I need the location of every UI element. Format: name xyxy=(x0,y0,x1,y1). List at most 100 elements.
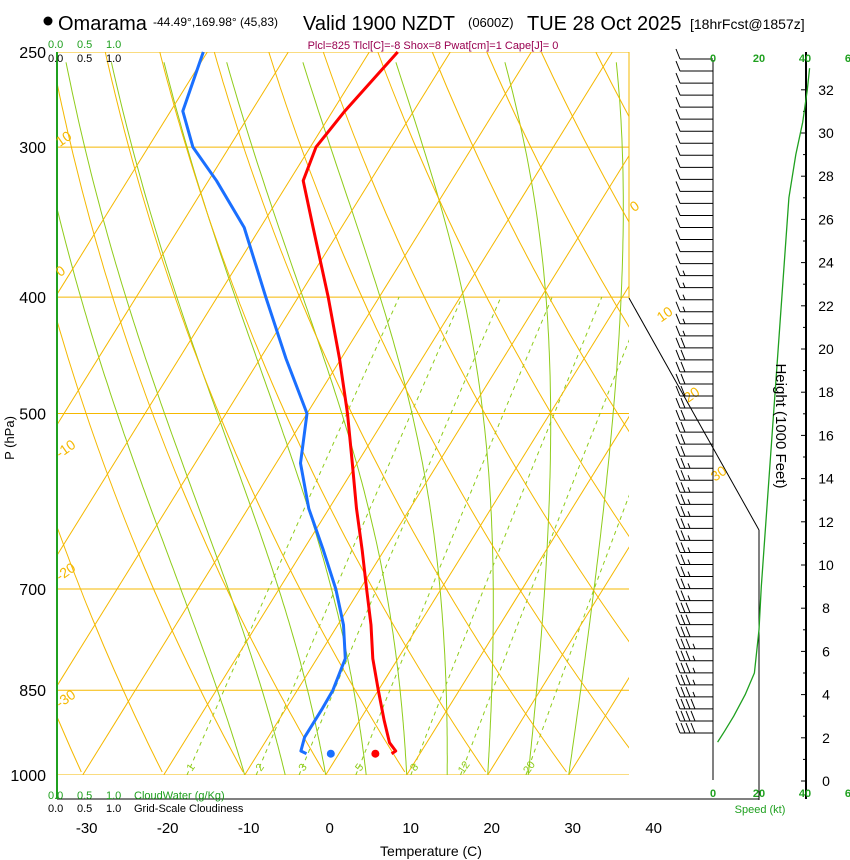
barb-full xyxy=(680,506,686,517)
barb-half xyxy=(682,306,686,312)
barb-full xyxy=(675,397,681,409)
speed-tick-20-top: 20 xyxy=(753,53,765,65)
wind-barb-55 xyxy=(675,710,713,722)
bottom-cloudwater-tick-1: 0.5 xyxy=(77,790,92,802)
wind-barb-33 xyxy=(675,445,713,457)
wind-barb-31 xyxy=(675,421,713,433)
barb-full xyxy=(675,614,681,625)
isotherm-40 xyxy=(650,52,850,775)
wind-barb-2 xyxy=(675,72,713,84)
barb-full xyxy=(675,145,681,156)
dry-adiabat-30 xyxy=(213,52,567,773)
dry-adiabat-lines xyxy=(57,52,629,773)
top-cloudwater-tick-1: 0.5 xyxy=(77,39,92,51)
moist-adiabat-0 xyxy=(110,62,327,775)
barb-half xyxy=(687,547,691,553)
barb-full xyxy=(675,289,681,300)
dry-adiabat-90 xyxy=(540,52,629,223)
speed-axis-title: Speed (kt) xyxy=(735,804,786,816)
barb-full xyxy=(680,397,686,409)
speed-tick-20-bottom: 20 xyxy=(753,788,765,800)
barb-full xyxy=(675,650,681,661)
wind-barb-35 xyxy=(675,470,713,481)
barb-half xyxy=(692,679,696,686)
dry-adiabat-20 xyxy=(159,52,487,773)
barb-full xyxy=(680,421,686,433)
isotherm--70 xyxy=(57,52,208,296)
barb-full xyxy=(680,542,686,553)
barb-full xyxy=(675,494,681,505)
barb-full xyxy=(680,530,686,541)
barb-full xyxy=(675,373,681,385)
barb-full xyxy=(675,554,681,565)
utc-time: (0600Z) xyxy=(468,15,514,30)
barb-half xyxy=(687,463,691,469)
wind-barb-23 xyxy=(675,325,713,337)
barb-full xyxy=(675,229,681,240)
barb-full xyxy=(675,193,681,204)
barb-full xyxy=(675,337,681,349)
barb-full xyxy=(675,205,681,216)
barb-full xyxy=(685,674,691,686)
wind-barb-18 xyxy=(675,265,713,277)
wind-barb-12 xyxy=(675,193,713,204)
wind-barb-37 xyxy=(675,494,713,505)
barb-full xyxy=(675,72,681,84)
station-coords: -44.49°,169.98° (45,83) xyxy=(153,15,278,29)
barb-full xyxy=(680,710,686,722)
barb-full xyxy=(690,698,696,710)
top-cloudwater-tick-2: 1.0 xyxy=(106,39,121,51)
barb-full xyxy=(685,710,691,722)
barb-half xyxy=(687,535,691,541)
dry-adiabat-40 xyxy=(268,52,629,749)
moist-adiabat--5 xyxy=(65,62,286,775)
barb-full xyxy=(675,217,681,228)
stability-indices: Plcl=825 Tlcl[C]=-8 Shox=8 Pwat[cm]=1 Ca… xyxy=(308,40,559,52)
temp-tick-20: 20 xyxy=(483,820,500,837)
speed-tick-40-top: 40 xyxy=(799,53,811,65)
cloudiness-label: Grid-Scale Cloudiness xyxy=(134,803,244,815)
barb-half xyxy=(687,487,691,493)
wind-barb-41 xyxy=(675,542,713,553)
pressure-label-700: 700 xyxy=(19,582,46,599)
barb-full xyxy=(675,169,681,180)
dry-adiabat-70 xyxy=(431,52,629,433)
wind-barb-19 xyxy=(675,277,713,289)
barb-half xyxy=(692,667,696,674)
wind-barb-13 xyxy=(675,205,713,216)
speed-tick-60-top: 60 xyxy=(845,53,850,65)
surface-dewpoint-marker xyxy=(326,749,335,758)
moist-adiabat-30 xyxy=(568,62,624,775)
barb-full xyxy=(680,373,686,385)
isotherm-10 xyxy=(406,415,629,775)
barb-full xyxy=(680,554,686,565)
pressure-label-1000: 1000 xyxy=(10,768,46,785)
temp-tick--20: -20 xyxy=(157,820,179,837)
top-cloudiness-tick-1: 0.5 xyxy=(77,53,92,65)
wind-barb-30 xyxy=(675,409,713,421)
barb-full xyxy=(675,482,681,493)
wind-barb-21 xyxy=(675,301,713,313)
wind-barb-25 xyxy=(675,349,713,361)
barb-half xyxy=(687,511,691,517)
barb-full xyxy=(675,445,681,457)
top-cloudwater-tick-0: 0.0 xyxy=(48,39,63,51)
barb-full xyxy=(685,602,691,613)
barb-full xyxy=(690,710,696,722)
barb-full xyxy=(675,301,681,312)
isotherm-label-6: 10 xyxy=(654,303,676,325)
wind-barb-36 xyxy=(675,482,713,493)
pressure-label-300: 300 xyxy=(19,140,46,157)
barb-full xyxy=(675,710,681,722)
barb-full xyxy=(680,638,686,649)
height-tick-8: 8 xyxy=(822,600,830,616)
temp-tick--30: -30 xyxy=(76,820,98,837)
height-tick-16: 16 xyxy=(818,427,834,443)
moist-adiabat-lines xyxy=(57,62,624,775)
speed-tick-60-bottom: 60 xyxy=(845,788,850,800)
barb-half xyxy=(692,643,696,649)
moist-adiabat-20 xyxy=(395,62,494,775)
barb-full xyxy=(675,566,681,577)
isotherm--10 xyxy=(244,154,629,775)
